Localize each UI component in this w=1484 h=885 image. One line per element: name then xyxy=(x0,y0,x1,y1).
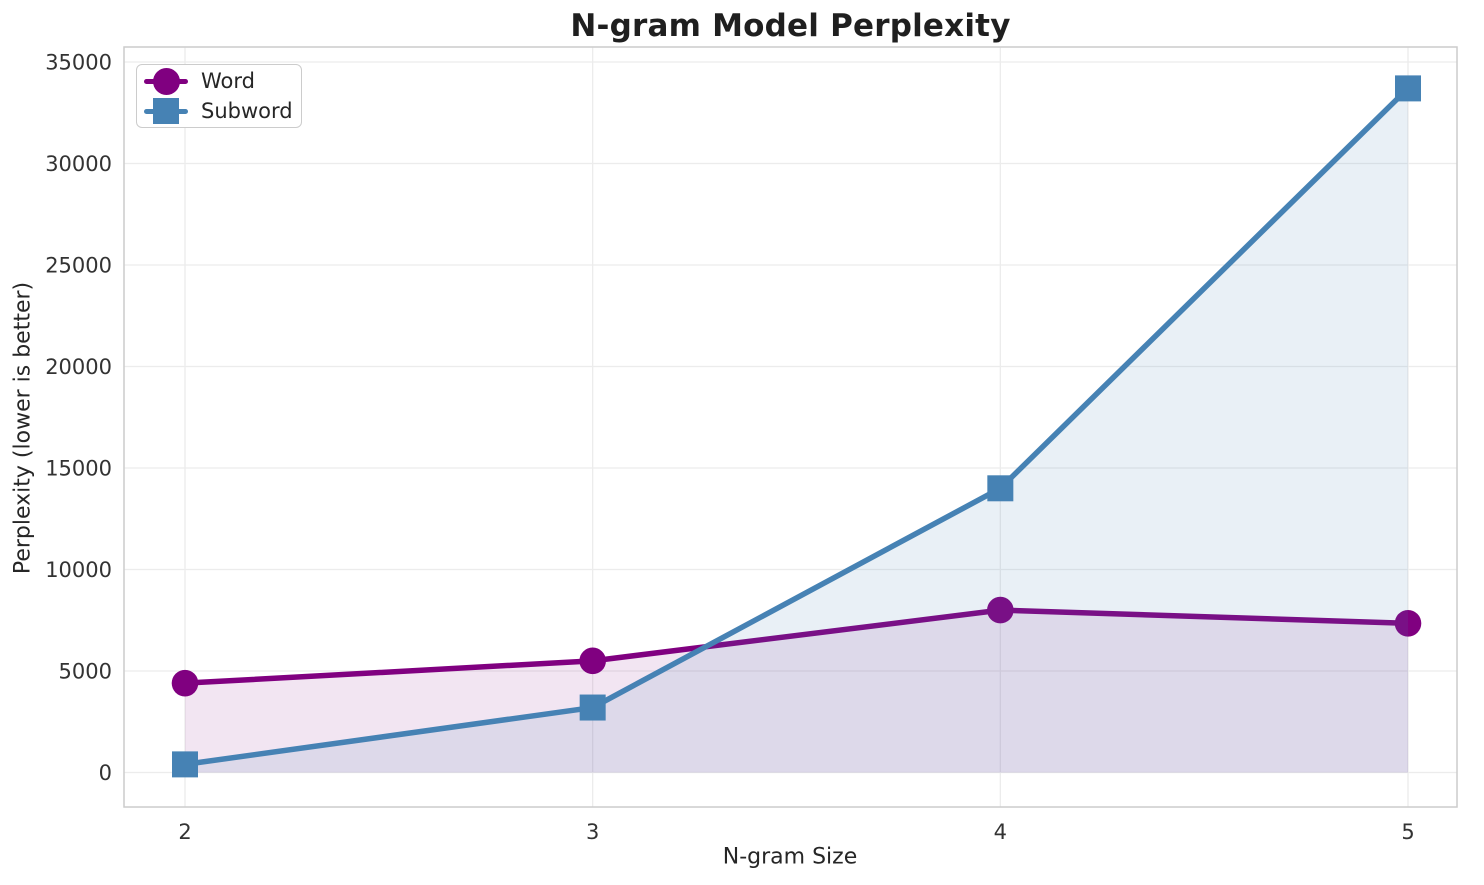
y-tick-label: 25000 xyxy=(45,254,112,278)
data-point-word xyxy=(1394,609,1422,637)
y-axis-label: Perplexity (lower is better) xyxy=(10,281,36,575)
plot-border xyxy=(123,46,1458,808)
word-circle-marker-icon xyxy=(144,66,188,96)
y-tick-label: 10000 xyxy=(45,558,112,582)
y-tick-label: 0 xyxy=(99,761,112,785)
x-axis-label: N-gram Size xyxy=(722,844,858,870)
y-tick-label: 5000 xyxy=(59,660,112,684)
x-tick-label: 5 xyxy=(1401,820,1414,844)
x-tick-label: 2 xyxy=(178,820,191,844)
x-tick-label: 3 xyxy=(586,820,599,844)
y-tick-label: 35000 xyxy=(45,51,112,75)
data-point-word xyxy=(171,669,199,697)
series-line-word xyxy=(182,607,1411,686)
legend: Word Subword xyxy=(136,64,302,128)
data-point-subword xyxy=(987,475,1014,502)
data-point-subword xyxy=(579,694,606,721)
y-tick-label: 15000 xyxy=(45,457,112,481)
y-tick-label: 20000 xyxy=(45,355,112,379)
x-tick-label: 4 xyxy=(994,820,1007,844)
chart-title: N-gram Model Perplexity xyxy=(570,8,1011,44)
y-tick-label: 30000 xyxy=(45,152,112,176)
legend-item-subword: Subword xyxy=(144,96,295,126)
legend-label-subword: Subword xyxy=(201,99,293,123)
area-fill-word xyxy=(185,610,1409,773)
legend-label-word: Word xyxy=(201,69,255,93)
series-line-subword xyxy=(182,85,1411,768)
area-fill-subword xyxy=(185,88,1409,773)
data-point-subword xyxy=(172,751,198,778)
subword-square-marker-icon xyxy=(144,96,188,126)
legend-item-word: Word xyxy=(144,66,295,96)
data-point-word xyxy=(579,647,606,675)
data-point-subword xyxy=(1395,75,1422,102)
data-point-word xyxy=(987,596,1014,624)
